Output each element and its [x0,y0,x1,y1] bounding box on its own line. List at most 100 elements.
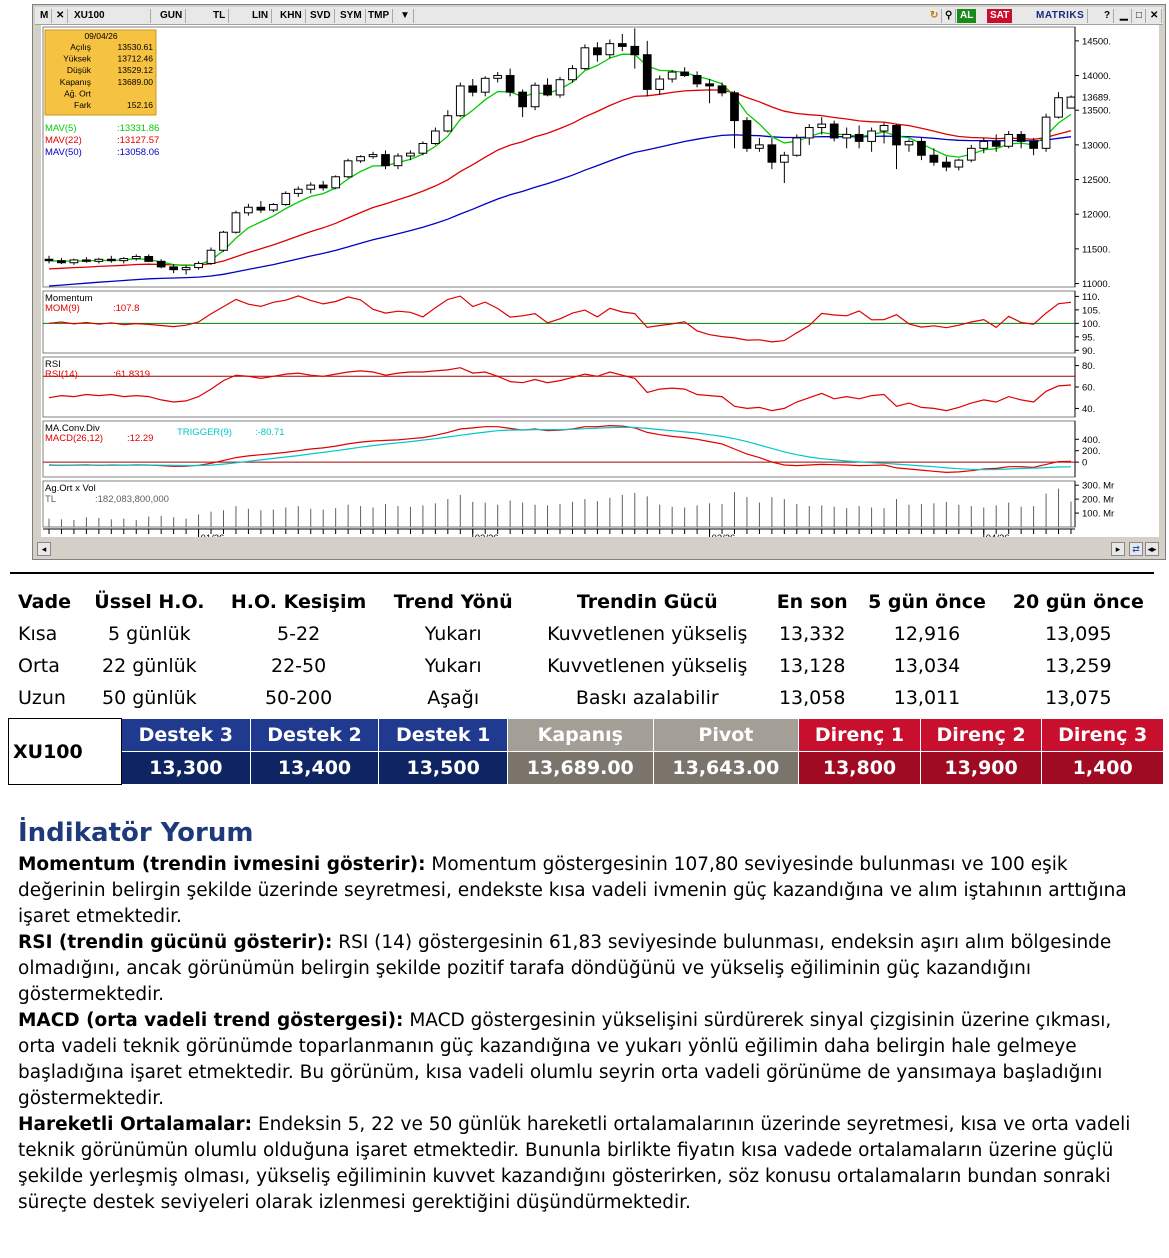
candle-body [717,85,727,94]
chart-scrollbar[interactable]: ◂ ▸ ⇄ ◂▸ [35,541,1163,557]
cell: 50-200 [264,687,333,709]
levels-symbol: XU100 [8,718,122,785]
menu-icon[interactable]: M [37,9,53,23]
candle-body [119,258,129,262]
commentary-heading: Momentum (trendin ivmesini gösterir): [18,854,426,875]
y-tick-label: 11000. [1082,279,1110,290]
indicator-series-name: TRIGGER(9) [177,427,232,438]
close-symbol-icon[interactable]: ✕ [53,9,69,23]
symbol-field[interactable]: XU100 [71,9,151,23]
cell: 13,011 [893,687,961,709]
candle-body [169,266,178,271]
y-tick-label: 60. [1082,383,1095,394]
candle-body [792,137,802,156]
cell: Aşağı [427,687,480,709]
scroll-left-icon[interactable]: ◂ [37,542,51,556]
cell: 13,259 [1045,655,1112,677]
header-destek-3: Destek 3 [121,718,251,752]
tab-tl[interactable]: TL [210,9,230,23]
candle-body [468,85,478,93]
candle-body [829,123,839,139]
commentary-text: RSI (14) göstergesinin 61,83 seviyesinde… [18,932,1112,1005]
sync-icon[interactable]: ⇄ [1129,542,1143,556]
tab-svd[interactable]: SVD [307,9,335,23]
tab-tmp[interactable]: TMP [365,9,394,23]
last-price-label: 13689. [1082,93,1111,104]
y-tick-label: 11500. [1082,244,1110,255]
header-ho-kesisim: H.O. Kesişim [230,591,367,613]
minimize-icon[interactable]: ▁ [1117,9,1132,23]
y-tick-label: 200. [1082,446,1101,457]
sell-button[interactable]: SAT [987,9,1013,23]
x-tick-label: 01/26 [201,533,225,537]
candle-body [431,130,440,144]
help-icon[interactable]: ? [1101,9,1115,23]
indicator-series-value: :182,083,800,000 [95,494,169,505]
candle-body [368,154,378,158]
refresh-icon[interactable]: ↻ [927,9,943,23]
candle-body [281,192,291,205]
candle-body [94,258,104,262]
candle-body [580,47,590,70]
tab-khn[interactable]: KHN [277,9,306,23]
panel-frame [42,356,1076,418]
y-tick-label: 400. [1082,435,1101,446]
candle-body [904,140,914,146]
value-direnc-3: 1,400 [1041,751,1164,785]
candle-body [942,161,951,168]
y-tick-label: 300. Mr [1082,481,1114,492]
candle-body [69,259,79,264]
candle-body [593,47,602,56]
candle-body [443,115,453,132]
header-5-gun-once: 5 gün önce [868,591,986,613]
indicator-series-name: MOM(9) [45,303,80,314]
candle-body [219,231,228,251]
tab-sym[interactable]: SYM [337,9,366,23]
commentary-text: Endeksin 5, 22 ve 50 günlük hareketli or… [18,1114,1131,1213]
pan-icon[interactable]: ◂▸ [1145,542,1159,556]
cell: 5 günlük [108,623,191,645]
candle-body [57,260,66,264]
cell: 5-22 [277,623,321,645]
buy-button[interactable]: AL [957,9,977,23]
commentary-paragraph: RSI (trendin gücünü gösterir): RSI (14) … [18,930,1148,1008]
commentary-heading: RSI (trendin gücünü gösterir): [18,932,333,953]
chart-toolbar: M ✕ XU100 GUN TL LIN KHN SVD SYM TMP ▼ ↻… [35,7,1163,25]
candle-body [1004,133,1014,147]
scroll-right-icon[interactable]: ▸ [1111,542,1125,556]
candle-body [144,255,154,262]
y-tick-label: 200. Mr [1082,495,1114,506]
candle-body [231,212,241,233]
candle-body [418,142,428,154]
candle-body [804,127,814,139]
candle-body [356,156,365,162]
chart-canvas[interactable]: 14500. 14000. 13500. 13000. 12500. 12000. 1150… [41,25,1159,537]
indicator-title: Momentum [45,293,93,304]
zoom-icon[interactable]: ⚲ [942,9,957,23]
header-20-gun-once: 20 gün önce [1012,591,1144,613]
candle-body [343,160,353,178]
dropdown-arrow-icon[interactable]: ▼ [397,9,414,23]
y-tick-label: 12500. [1082,175,1111,186]
maximize-icon[interactable]: □ [1133,9,1147,23]
candle-body [82,259,91,262]
header-direnc-3: Direnç 3 [1041,718,1164,752]
y-tick-label: 90. [1082,346,1095,357]
y-tick-label: 95. [1082,332,1095,343]
info-box-label: Düşük [67,65,92,75]
cell: 13,095 [1045,623,1112,645]
candle-body [879,124,889,132]
candle-body [817,123,827,129]
tab-lin[interactable]: LIN [249,9,273,23]
info-box [44,29,157,116]
close-window-icon[interactable]: ✕ [1147,9,1163,23]
y-tick-label: 100. [1082,319,1101,330]
candle-body [194,262,203,269]
tab-gun[interactable]: GUN [157,9,187,23]
header-destek-2: Destek 2 [249,718,380,752]
candle-body [1016,133,1026,142]
plot-area[interactable]: 14500. 14000. 13500. 13000. 12500. 12000. 1150… [41,25,1159,537]
y-tick-label: 80. [1082,361,1095,372]
candle-body [979,140,989,149]
cell: 12,916 [893,623,961,645]
